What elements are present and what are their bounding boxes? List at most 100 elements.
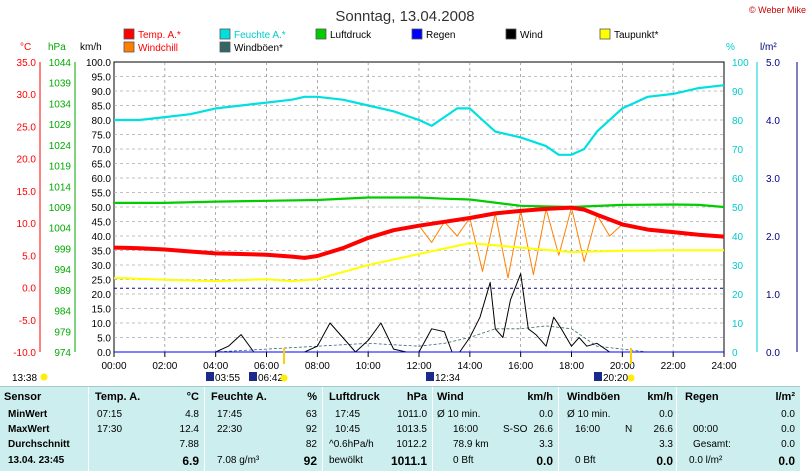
humidity-tick-label: 60: [732, 174, 744, 185]
gusts-header: Windböen: [567, 391, 621, 403]
rain-axis-label: l/m²: [760, 42, 777, 53]
temp-tick-label: 30.0: [17, 90, 37, 101]
legend-swatch: [411, 28, 423, 40]
wind-tick-label: 75.0: [92, 131, 112, 142]
rain-max-time: 00:00: [693, 424, 719, 435]
x-tick-label: 02:00: [152, 361, 177, 372]
wind-header: Wind: [437, 391, 464, 403]
wind-tick-label: 25.0: [92, 276, 112, 287]
humidity-tick-label: 20: [732, 290, 744, 301]
pressure-tick-label: 1019: [49, 162, 72, 173]
temp-tick-label: 15.0: [17, 187, 37, 198]
x-tick-label: 10:00: [356, 361, 381, 372]
x-tick-label: 00:00: [101, 361, 126, 372]
wind-tick-label: 70.0: [92, 145, 112, 156]
series-line-taupunkt: [113, 242, 724, 283]
wind-tick-label: 80.0: [92, 116, 112, 127]
x-tick-label: 20:00: [610, 361, 635, 372]
series-line-luftdruck: [114, 196, 725, 209]
pressure-min: 1011.0: [397, 409, 427, 420]
humidity-current: 92: [303, 454, 317, 468]
legend-label: Regen: [426, 30, 455, 41]
series-line-temp-a: [113, 205, 725, 260]
rain-unit: l/m²: [775, 391, 795, 403]
rain-total-label: Gesamt:: [693, 439, 731, 450]
wind-max: 26.6: [533, 424, 553, 435]
humidity-tick-label: 90: [732, 87, 744, 98]
pressure-tick-label: 984: [54, 307, 71, 318]
humidity-axis-label: %: [726, 42, 735, 53]
rain-tick-label: 3.0: [766, 174, 780, 185]
legend-swatch: [219, 28, 231, 40]
rain-max: 0.0: [781, 424, 795, 435]
rain-min: 0.0: [781, 409, 795, 420]
humidity-tick-label: 100: [732, 58, 749, 69]
label-max: MaxWert: [8, 424, 50, 435]
pressure-tick-label: 1039: [49, 79, 72, 90]
wind-tick-label: 5.0: [97, 334, 111, 345]
temp-avg: 7.88: [179, 439, 199, 450]
legend-swatch: [123, 41, 135, 53]
temp-header: Temp. A.: [95, 391, 141, 403]
legend-label: Feuchte A.*: [234, 30, 286, 41]
gusts-unit: km/h: [647, 391, 673, 403]
sunrise-label: 06:42: [258, 373, 283, 384]
temp-tick-label: -5.0: [19, 316, 37, 327]
legend-swatch: [219, 41, 231, 53]
humidity-tick-label: 70: [732, 145, 744, 156]
rain-header: Regen: [685, 391, 719, 403]
legend-label: Taupunkt*: [614, 30, 659, 41]
temp-tick-label: 35.0: [17, 58, 37, 69]
pressure-tick-label: 974: [54, 348, 71, 359]
humidity-min-time: 17:45: [217, 409, 243, 420]
wind-avg10: 0.0: [539, 409, 553, 420]
wind-bft: 0 Bft: [453, 455, 474, 466]
legend-label: Wind: [520, 30, 543, 41]
rain-tick-label: 0.0: [766, 348, 780, 359]
x-tick-label: 06:00: [254, 361, 279, 372]
temp-tick-label: 5.0: [22, 251, 36, 262]
pressure-min-time: 17:45: [335, 409, 361, 420]
x-tick-label: 24:00: [711, 361, 736, 372]
chart-title: Sonntag, 13.04.2008: [335, 8, 474, 25]
pressure-unit: hPa: [406, 391, 427, 403]
x-tick-label: 04:00: [203, 361, 228, 372]
temp-max: 12.4: [179, 424, 199, 435]
wind-distance: 78.9 km: [453, 439, 489, 450]
x-tick-label: 08:00: [305, 361, 330, 372]
wind-tick-label: 10.0: [92, 319, 112, 330]
rain-tick-label: 5.0: [766, 58, 780, 69]
gusts-max: 26.6: [653, 424, 673, 435]
legend-label: Temp. A.*: [138, 30, 181, 41]
temp-min: 4.8: [185, 409, 199, 420]
label-min: MinWert: [8, 409, 48, 420]
panel-rain: Regen l/m² 0.0 00:00 0.0 Gesamt: 0.0 0.0 l…: [676, 387, 801, 471]
noon-label: 12:34: [435, 373, 460, 384]
weather-chart: Sonntag, 13.04.2008 © Weber Mike Temp. A.*…: [12, 5, 806, 384]
rain-tick-label: 2.0: [766, 232, 780, 243]
sun-icon: [40, 373, 48, 381]
sun-icon: [280, 374, 288, 382]
temp-min-time: 07:15: [97, 409, 123, 420]
rain-current: 0.0: [778, 454, 795, 468]
x-tick-label: 22:00: [661, 361, 686, 372]
wind-tick-label: 50.0: [92, 203, 112, 214]
gusts-max-time: 16:00: [575, 424, 601, 435]
gusts-max-direction: N: [625, 424, 633, 435]
gusts-bft: 0 Bft: [575, 455, 596, 466]
rain-total: 0.0: [781, 439, 795, 450]
panel-wind: Wind km/h Ø 10 min. 0.0 16:00 S-SO 26.6 78.…: [432, 387, 559, 471]
stats-table: Sensor MinWert MaxWert Durchschnitt 13.0…: [0, 386, 800, 471]
humidity-tick-label: 0: [732, 348, 738, 359]
gusts-avg10: 0.0: [659, 409, 673, 420]
pressure-forecast: bewölkt: [329, 455, 363, 466]
temp-unit: °C: [186, 391, 199, 403]
moonrise-label: 03:55: [215, 373, 240, 384]
panel-gusts: Windböen km/h Ø 10 min. 0.0 16:00 N 26.6 3.…: [558, 387, 677, 471]
legend-label: Luftdruck: [330, 30, 372, 41]
pressure-header: Luftdruck: [329, 391, 380, 403]
pressure-tick-label: 1004: [49, 224, 72, 235]
wind-tick-label: 0.0: [97, 348, 111, 359]
pressure-tick-label: 999: [54, 244, 71, 255]
wind-tick-label: 55.0: [92, 189, 112, 200]
